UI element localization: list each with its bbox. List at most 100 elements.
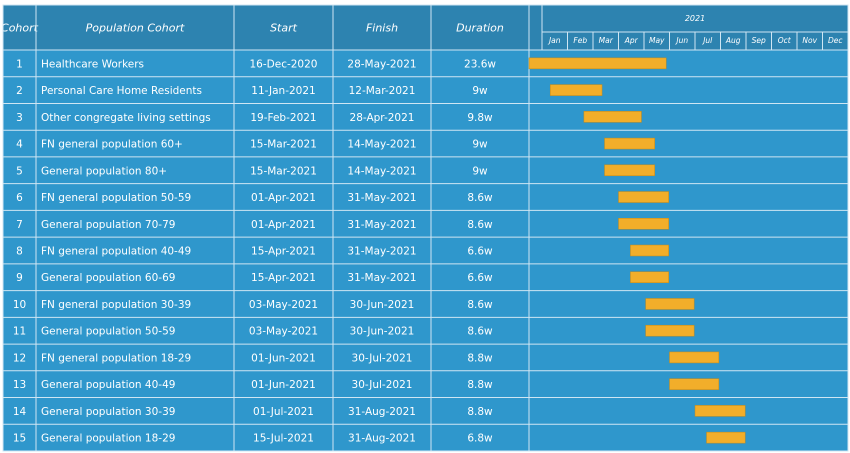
- gantt-bar: [669, 378, 720, 390]
- cell-start: 03-May-2021: [249, 326, 318, 338]
- table-row: 3 Other congregate living settings 19-Feb-…: [16, 111, 642, 124]
- cell-start: 15-Apr-2021: [251, 272, 316, 284]
- gantt-bar: [694, 405, 746, 417]
- cell-population: General population 18-29: [41, 433, 175, 445]
- cell-duration: 8.6w: [467, 219, 493, 231]
- cell-finish: 30-Jul-2021: [352, 352, 413, 364]
- cell-population: FN general population 30-39: [41, 299, 191, 311]
- gantt-bar: [604, 164, 655, 177]
- column-header-population: Population Cohort: [86, 22, 185, 35]
- cell-finish: 31-May-2021: [347, 192, 416, 204]
- cell-start: 01-Jun-2021: [251, 379, 316, 391]
- timeline-month-label: Aug: [725, 36, 741, 45]
- gantt-bar: [528, 57, 667, 70]
- timeline-year-label: 2021: [685, 14, 705, 23]
- column-header-cohort: Cohort: [1, 22, 39, 35]
- cell-population: Personal Care Home Residents: [41, 85, 202, 97]
- cell-finish: 28-May-2021: [347, 58, 416, 70]
- cell-cohort: 6: [16, 192, 23, 204]
- cell-duration: 9w: [472, 139, 488, 151]
- cell-cohort: 10: [13, 299, 26, 311]
- cell-duration: 23.6w: [464, 58, 496, 70]
- cell-duration: 6.6w: [467, 246, 493, 258]
- timeline-month-label: Dec: [828, 36, 843, 45]
- table-row: 8 FN general population 40-49 15-Apr-2021 3…: [16, 244, 669, 258]
- table-border: [2, 4, 849, 452]
- cell-population: General population 30-39: [41, 406, 175, 418]
- cell-start: 01-Jun-2021: [251, 352, 316, 364]
- cell-cohort: 9: [16, 272, 23, 284]
- table-row: 4 FN general population 60+ 15-Mar-2021 14-…: [16, 137, 655, 151]
- cell-start: 15-Jul-2021: [253, 433, 314, 445]
- cell-finish: 28-Apr-2021: [350, 112, 415, 124]
- timeline-month-label: Feb: [573, 36, 587, 45]
- cell-cohort: 15: [13, 433, 26, 445]
- gantt-bar: [604, 137, 655, 150]
- column-header-start: Start: [270, 22, 298, 35]
- gantt-bar: [583, 111, 642, 123]
- timeline-month-label: Sep: [752, 36, 766, 45]
- cell-finish: 14-May-2021: [347, 165, 416, 177]
- table-row: 12 FN general population 18-29 01-Jun-2021…: [13, 351, 720, 364]
- cell-start: 15-Apr-2021: [251, 246, 316, 258]
- timeline-month-label: May: [649, 36, 665, 45]
- gantt-bar: [630, 244, 669, 257]
- cell-population: FN general population 18-29: [41, 352, 191, 364]
- gantt-bar: [618, 218, 669, 230]
- cell-cohort: 12: [13, 352, 26, 364]
- grid-lines: [3, 5, 848, 451]
- cell-finish: 31-May-2021: [347, 246, 416, 258]
- gantt-bar: [549, 84, 603, 96]
- cell-cohort: 2: [16, 85, 23, 97]
- cell-start: 11-Jan-2021: [251, 85, 315, 97]
- cell-population: FN general population 50-59: [41, 192, 191, 204]
- cell-population: General population 60-69: [41, 272, 175, 284]
- cell-cohort: 4: [16, 139, 23, 151]
- cell-finish: 30-Jul-2021: [352, 379, 413, 391]
- timeline-month-label: Oct: [778, 36, 792, 45]
- timeline-month-label: Nov: [802, 36, 817, 45]
- cell-population: General population 40-49: [41, 379, 175, 391]
- table-row: 5 General population 80+ 15-Mar-2021 14-May…: [16, 164, 655, 177]
- cell-population: General population 50-59: [41, 326, 175, 338]
- gantt-bar: [618, 191, 669, 203]
- cell-start: 01-Apr-2021: [251, 192, 316, 204]
- header-background: [3, 5, 848, 50]
- timeline-month-label: Mar: [599, 36, 614, 45]
- timeline-month-label: Jul: [701, 36, 713, 45]
- cell-duration: 8.6w: [467, 299, 493, 311]
- table-row: 2 Personal Care Home Residents 11-Jan-2021…: [16, 84, 603, 97]
- cell-start: 01-Jul-2021: [253, 406, 314, 418]
- table-row: 6 FN general population 50-59 01-Apr-2021 3…: [16, 191, 669, 204]
- table-row: 14 General population 30-39 01-Jul-2021 31-…: [13, 405, 746, 418]
- cell-cohort: 11: [13, 326, 26, 338]
- cell-finish: 14-May-2021: [347, 139, 416, 151]
- cell-cohort: 8: [16, 246, 23, 258]
- cell-population: General population 80+: [41, 165, 167, 177]
- timeline-month-label: Jan: [547, 36, 561, 45]
- gantt-bar: [645, 324, 695, 337]
- cell-duration: 9w: [472, 85, 488, 97]
- cell-cohort: 3: [16, 112, 23, 124]
- cell-start: 19-Feb-2021: [250, 112, 316, 124]
- table-row: 10 FN general population 30-39 03-May-2021…: [13, 298, 695, 311]
- cell-population: Healthcare Workers: [41, 58, 144, 70]
- cell-duration: 6.8w: [467, 433, 493, 445]
- column-header-duration: Duration: [456, 22, 504, 35]
- cell-population: Other congregate living settings: [41, 112, 211, 124]
- cell-population: FN general population 40-49: [41, 246, 191, 258]
- cell-cohort: 5: [16, 165, 23, 177]
- cell-start: 16-Dec-2020: [250, 58, 318, 70]
- cell-duration: 8.8w: [467, 352, 493, 364]
- timeline-month-label: Apr: [624, 36, 639, 45]
- cell-finish: 31-May-2021: [347, 272, 416, 284]
- table-row: 15 General population 18-29 15-Jul-2021 31-…: [13, 431, 746, 445]
- cell-duration: 9.8w: [467, 112, 493, 124]
- cell-cohort: 14: [13, 406, 27, 418]
- cell-duration: 6.6w: [467, 272, 493, 284]
- gantt-bar: [630, 271, 669, 283]
- cell-start: 01-Apr-2021: [251, 219, 316, 231]
- cell-duration: 9w: [472, 165, 488, 177]
- cell-population: FN general population 60+: [41, 139, 183, 151]
- cell-finish: 31-Aug-2021: [348, 433, 416, 445]
